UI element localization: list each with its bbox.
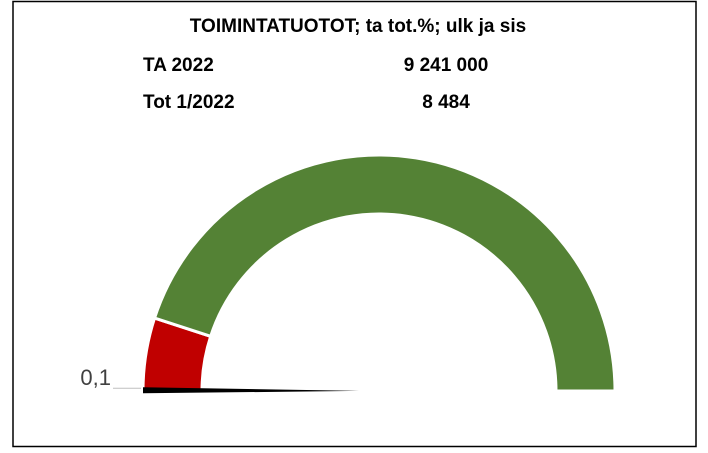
info-value: 9 241 000 (404, 55, 489, 76)
needle-label: 0,1 (80, 365, 111, 390)
info-value: 8 484 (422, 92, 470, 113)
chart-title: TOIMINTATUOTOT; ta tot.%; ulk ja sis (190, 16, 526, 37)
info-label: Tot 1/2022 (143, 92, 235, 113)
gauge-needle (142, 387, 360, 394)
info-label: TA 2022 (143, 55, 214, 76)
gauge-band (152, 153, 617, 393)
